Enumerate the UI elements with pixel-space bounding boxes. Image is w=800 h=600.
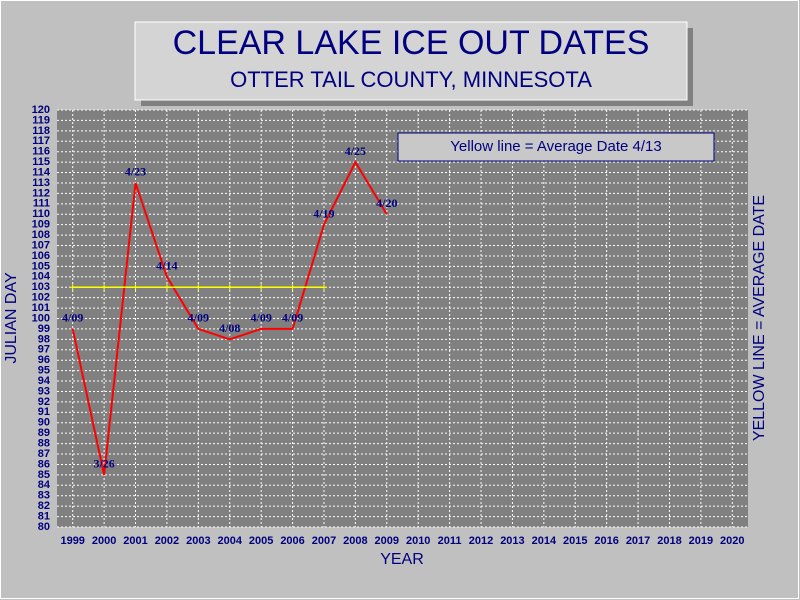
y-tick-label: 114 bbox=[32, 166, 51, 178]
y-tick-label: 96 bbox=[38, 354, 50, 366]
marker bbox=[226, 284, 233, 291]
y-tick-label: 100 bbox=[32, 312, 50, 324]
x-tick-label: 2004 bbox=[218, 535, 243, 547]
y-tick-label: 119 bbox=[32, 114, 50, 126]
x-tick-label: 2019 bbox=[689, 535, 713, 547]
y-tick-label: 81 bbox=[38, 510, 50, 522]
y-tick-label: 86 bbox=[38, 458, 50, 470]
y-tick-label: 84 bbox=[38, 479, 51, 491]
y-tick-label: 111 bbox=[33, 198, 50, 210]
data-label: 4/09 bbox=[250, 311, 271, 325]
x-tick-label: 2012 bbox=[469, 535, 493, 547]
y-tick-label: 105 bbox=[32, 260, 50, 272]
data-label: 4/09 bbox=[282, 311, 303, 325]
y2-axis-label: YELLOW LINE = AVERAGE DATE bbox=[751, 195, 768, 441]
y-tick-label: 115 bbox=[32, 156, 50, 168]
x-tick-label: 2000 bbox=[92, 535, 116, 547]
data-label: 4/23 bbox=[125, 165, 146, 179]
data-label: 4/19 bbox=[313, 206, 334, 220]
y-tick-label: 110 bbox=[32, 208, 50, 220]
marker bbox=[101, 284, 108, 291]
y-tick-label: 94 bbox=[38, 375, 51, 387]
y-tick-label: 83 bbox=[38, 490, 50, 502]
marker bbox=[258, 284, 265, 291]
x-tick-label: 2010 bbox=[406, 535, 430, 547]
y-tick-label: 118 bbox=[32, 125, 50, 137]
grid bbox=[57, 109, 748, 528]
x-tick-label: 2017 bbox=[626, 535, 650, 547]
y-tick-label: 99 bbox=[38, 323, 50, 335]
marker bbox=[69, 284, 76, 291]
y-tick-label: 101 bbox=[32, 302, 50, 314]
marker bbox=[320, 284, 327, 291]
y-tick-label: 88 bbox=[38, 438, 50, 450]
marker bbox=[195, 284, 202, 291]
x-tick-label: 2006 bbox=[280, 535, 304, 547]
data-label: 4/09 bbox=[62, 311, 83, 325]
x-tick-label: 2002 bbox=[155, 535, 179, 547]
y-axis-label: JULIAN DAY bbox=[3, 272, 20, 364]
marker bbox=[163, 284, 170, 291]
y-tick-label: 98 bbox=[38, 333, 50, 345]
annotation-box bbox=[397, 132, 715, 162]
x-tick-label: 2014 bbox=[532, 535, 557, 547]
y-tick-label: 107 bbox=[32, 239, 50, 251]
y-tick-label: 91 bbox=[38, 406, 50, 418]
data-label: 4/09 bbox=[188, 311, 209, 325]
y-tick-label: 85 bbox=[38, 469, 50, 481]
y-tick-label: 103 bbox=[32, 281, 50, 293]
x-tick-label: 2007 bbox=[312, 535, 336, 547]
annotation: Yellow line = Average Date 4/13 bbox=[450, 138, 661, 155]
chart-subtitle: OTTER TAIL COUNTY, MINNESOTA bbox=[230, 67, 592, 92]
x-axis-label: YEAR bbox=[380, 551, 424, 568]
data-label: 4/20 bbox=[376, 196, 397, 210]
y-tick-label: 89 bbox=[38, 427, 50, 439]
y-tick-label: 104 bbox=[32, 271, 51, 283]
y-tick-label: 82 bbox=[38, 500, 50, 512]
y-tick-label: 120 bbox=[32, 104, 50, 116]
marker bbox=[132, 284, 139, 291]
y-tick-label: 109 bbox=[32, 219, 50, 231]
marker bbox=[289, 284, 296, 291]
y-tick-label: 92 bbox=[38, 396, 50, 408]
x-tick-label: 2008 bbox=[343, 535, 367, 547]
y-tick-label: 97 bbox=[38, 344, 50, 356]
x-tick-label: 2001 bbox=[123, 535, 147, 547]
x-tick-label: 2015 bbox=[563, 535, 587, 547]
y-tick-label: 113 bbox=[32, 177, 50, 189]
y-tick-label: 108 bbox=[32, 229, 50, 241]
title-box bbox=[134, 21, 688, 101]
y-tick-label: 87 bbox=[38, 448, 50, 460]
y-tick-label: 112 bbox=[32, 187, 50, 199]
x-tick-label: 2020 bbox=[720, 535, 744, 547]
x-tick-label: 2018 bbox=[657, 535, 681, 547]
data-label: 4/25 bbox=[345, 144, 366, 158]
y-tick-label: 106 bbox=[32, 250, 50, 262]
data-label: 3/26 bbox=[93, 457, 114, 471]
chart-title: CLEAR LAKE ICE OUT DATES bbox=[173, 24, 650, 62]
series-line bbox=[71, 160, 388, 476]
x-tick-label: 2009 bbox=[375, 535, 399, 547]
data-label: 4/08 bbox=[219, 321, 240, 335]
x-tick-label: 2013 bbox=[500, 535, 524, 547]
x-tick-label: 2003 bbox=[186, 535, 210, 547]
y-tick-label: 116 bbox=[32, 146, 50, 158]
y-tick-label: 95 bbox=[38, 365, 50, 377]
x-tick-label: 2011 bbox=[438, 535, 462, 547]
y-tick-label: 117 bbox=[32, 135, 50, 147]
data-label: 4/14 bbox=[156, 259, 177, 273]
y-tick-label: 93 bbox=[38, 385, 50, 397]
y-tick-label: 80 bbox=[38, 521, 50, 533]
x-tick-label: 2005 bbox=[249, 535, 273, 547]
x-tick-label: 1999 bbox=[60, 535, 84, 547]
y-tick-label: 90 bbox=[38, 417, 50, 429]
x-tick-label: 2016 bbox=[594, 535, 618, 547]
y-tick-label: 102 bbox=[32, 292, 50, 304]
